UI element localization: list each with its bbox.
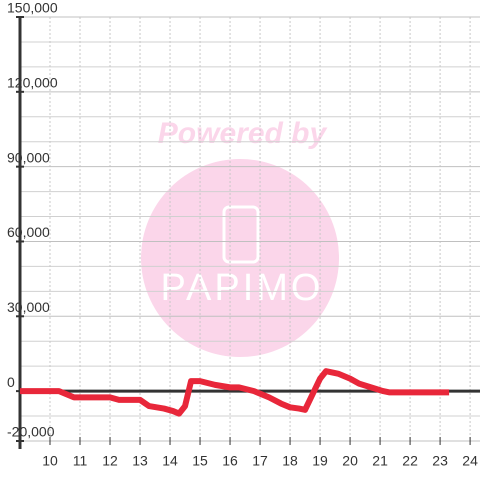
x-tick-label: 24 (462, 453, 478, 469)
data-line (20, 368, 450, 417)
watermark-text: Powered by (158, 117, 328, 150)
x-tick-label: 15 (192, 453, 208, 469)
x-tick-label: 23 (432, 453, 448, 469)
x-tick-label: 19 (312, 453, 328, 469)
x-tick-label: 18 (282, 453, 298, 469)
watermark-logo: PAPIMO (161, 267, 324, 309)
y-tick-label: 90,000 (7, 149, 50, 165)
y-tick-label: 60,000 (7, 224, 50, 240)
watermark-circle (141, 159, 339, 357)
y-tick-label: 150,000 (7, 0, 58, 16)
x-tick-label: 17 (252, 453, 268, 469)
x-tick-label: 16 (222, 453, 238, 469)
y-tick-label: -20,000 (7, 424, 55, 440)
y-tick-label: 120,000 (7, 75, 58, 91)
watermark-phone (222, 205, 260, 264)
x-tick-label: 11 (73, 453, 88, 469)
x-tick-label: 10 (42, 453, 58, 469)
x-tick-label: 12 (102, 453, 118, 469)
x-tick-label: 13 (132, 453, 148, 469)
x-tick-label: 22 (402, 453, 418, 469)
x-tick-label: 21 (372, 453, 388, 469)
x-tick-label: 20 (342, 453, 358, 469)
x-tick-label: 14 (162, 453, 178, 469)
y-tick-label: 0 (7, 374, 15, 390)
y-tick-label: 30,000 (7, 299, 50, 315)
